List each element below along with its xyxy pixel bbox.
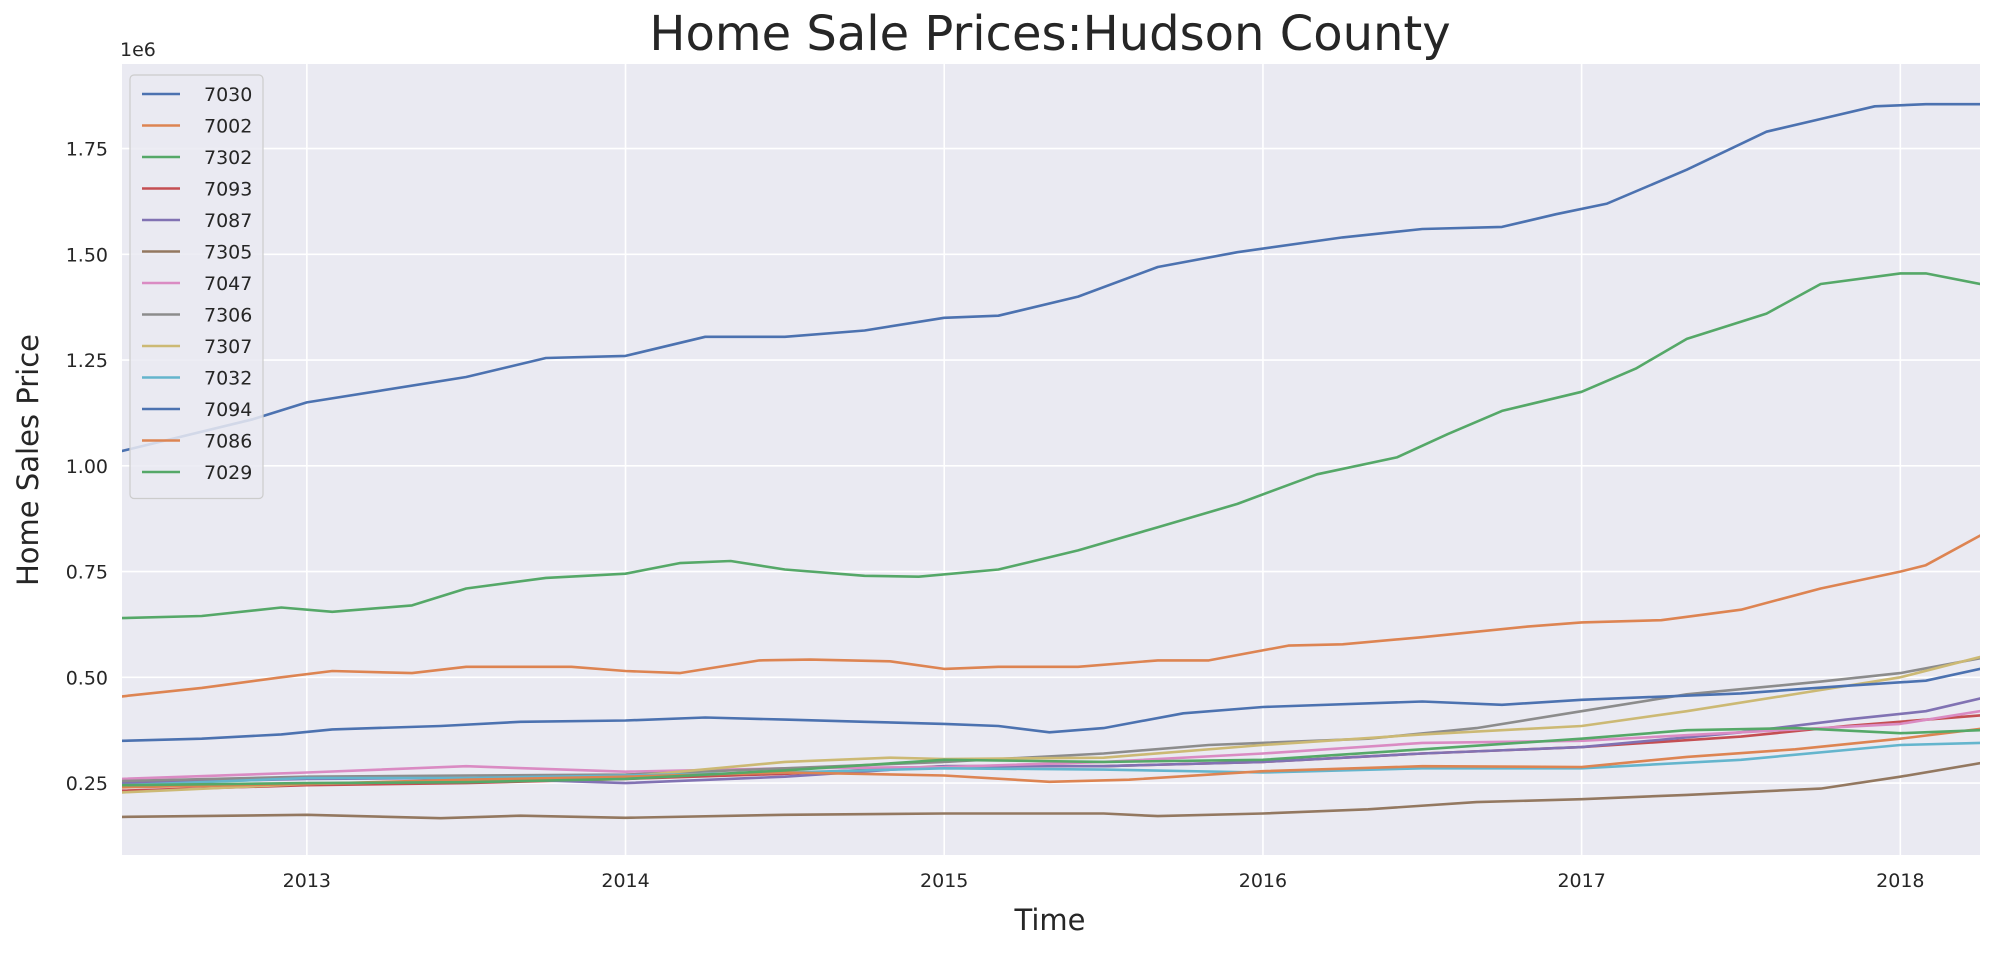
legend-label: 7047 xyxy=(204,273,252,295)
y-tick-label: 0.25 xyxy=(66,773,108,795)
x-tick-label: 2017 xyxy=(1557,870,1605,892)
series-line-7086 xyxy=(122,727,1980,789)
series-line-7002 xyxy=(122,534,1980,698)
x-tick-label: 2015 xyxy=(920,870,968,892)
legend-label: 7032 xyxy=(204,368,252,390)
x-tick-label: 2014 xyxy=(601,870,649,892)
grid-lines xyxy=(122,64,1980,855)
x-tick-label: 2018 xyxy=(1876,870,1924,892)
series-line-7029 xyxy=(122,726,1980,787)
legend-label: 7094 xyxy=(204,399,252,421)
legend-label: 7029 xyxy=(204,462,252,484)
legend-label: 7305 xyxy=(204,242,252,264)
legend-label: 7306 xyxy=(204,305,252,327)
x-tick-label: 2013 xyxy=(283,870,331,892)
series-line-7032 xyxy=(122,741,1980,787)
series-line-7302 xyxy=(122,272,1980,620)
y-tick-label: 1.00 xyxy=(66,456,108,478)
plot-area xyxy=(122,64,1980,855)
series-line-7306 xyxy=(122,657,1980,783)
y-tick-label: 0.50 xyxy=(66,667,108,689)
legend: 7030 7002 7302 7093 7087 7305 7047 7306 7307 7032… xyxy=(129,74,264,500)
legend-label: 7002 xyxy=(204,116,252,138)
series-line-7030 xyxy=(122,102,1980,453)
legend-label: 7307 xyxy=(204,336,252,358)
legend-label: 7030 xyxy=(204,84,252,106)
x-axis-label: Time xyxy=(1014,903,1086,937)
y-axis-label: Home Sales Price xyxy=(11,334,45,586)
legend-label: 7086 xyxy=(204,431,252,453)
tick-labels: 2013 2014 2015 2016 2017 2018 0.25 0.50 0.75 1.00… xyxy=(66,139,1925,892)
y-tick-label: 0.75 xyxy=(66,562,108,584)
legend-box xyxy=(129,74,264,500)
series-line-7094 xyxy=(122,667,1980,743)
y-tick-label: 1.25 xyxy=(66,350,108,372)
series-line-7305 xyxy=(122,761,1980,820)
y-axis-offset-label: 1e6 xyxy=(120,39,156,61)
series-lines xyxy=(122,102,1980,820)
legend-label: 7302 xyxy=(204,147,252,169)
legend-label: 7087 xyxy=(204,210,252,232)
x-tick-label: 2016 xyxy=(1239,870,1287,892)
y-tick-label: 1.75 xyxy=(66,139,108,161)
y-tick-label: 1.50 xyxy=(66,244,108,266)
chart-title: Home Sale Prices:Hudson County xyxy=(649,6,1450,62)
legend-label: 7093 xyxy=(204,179,252,201)
